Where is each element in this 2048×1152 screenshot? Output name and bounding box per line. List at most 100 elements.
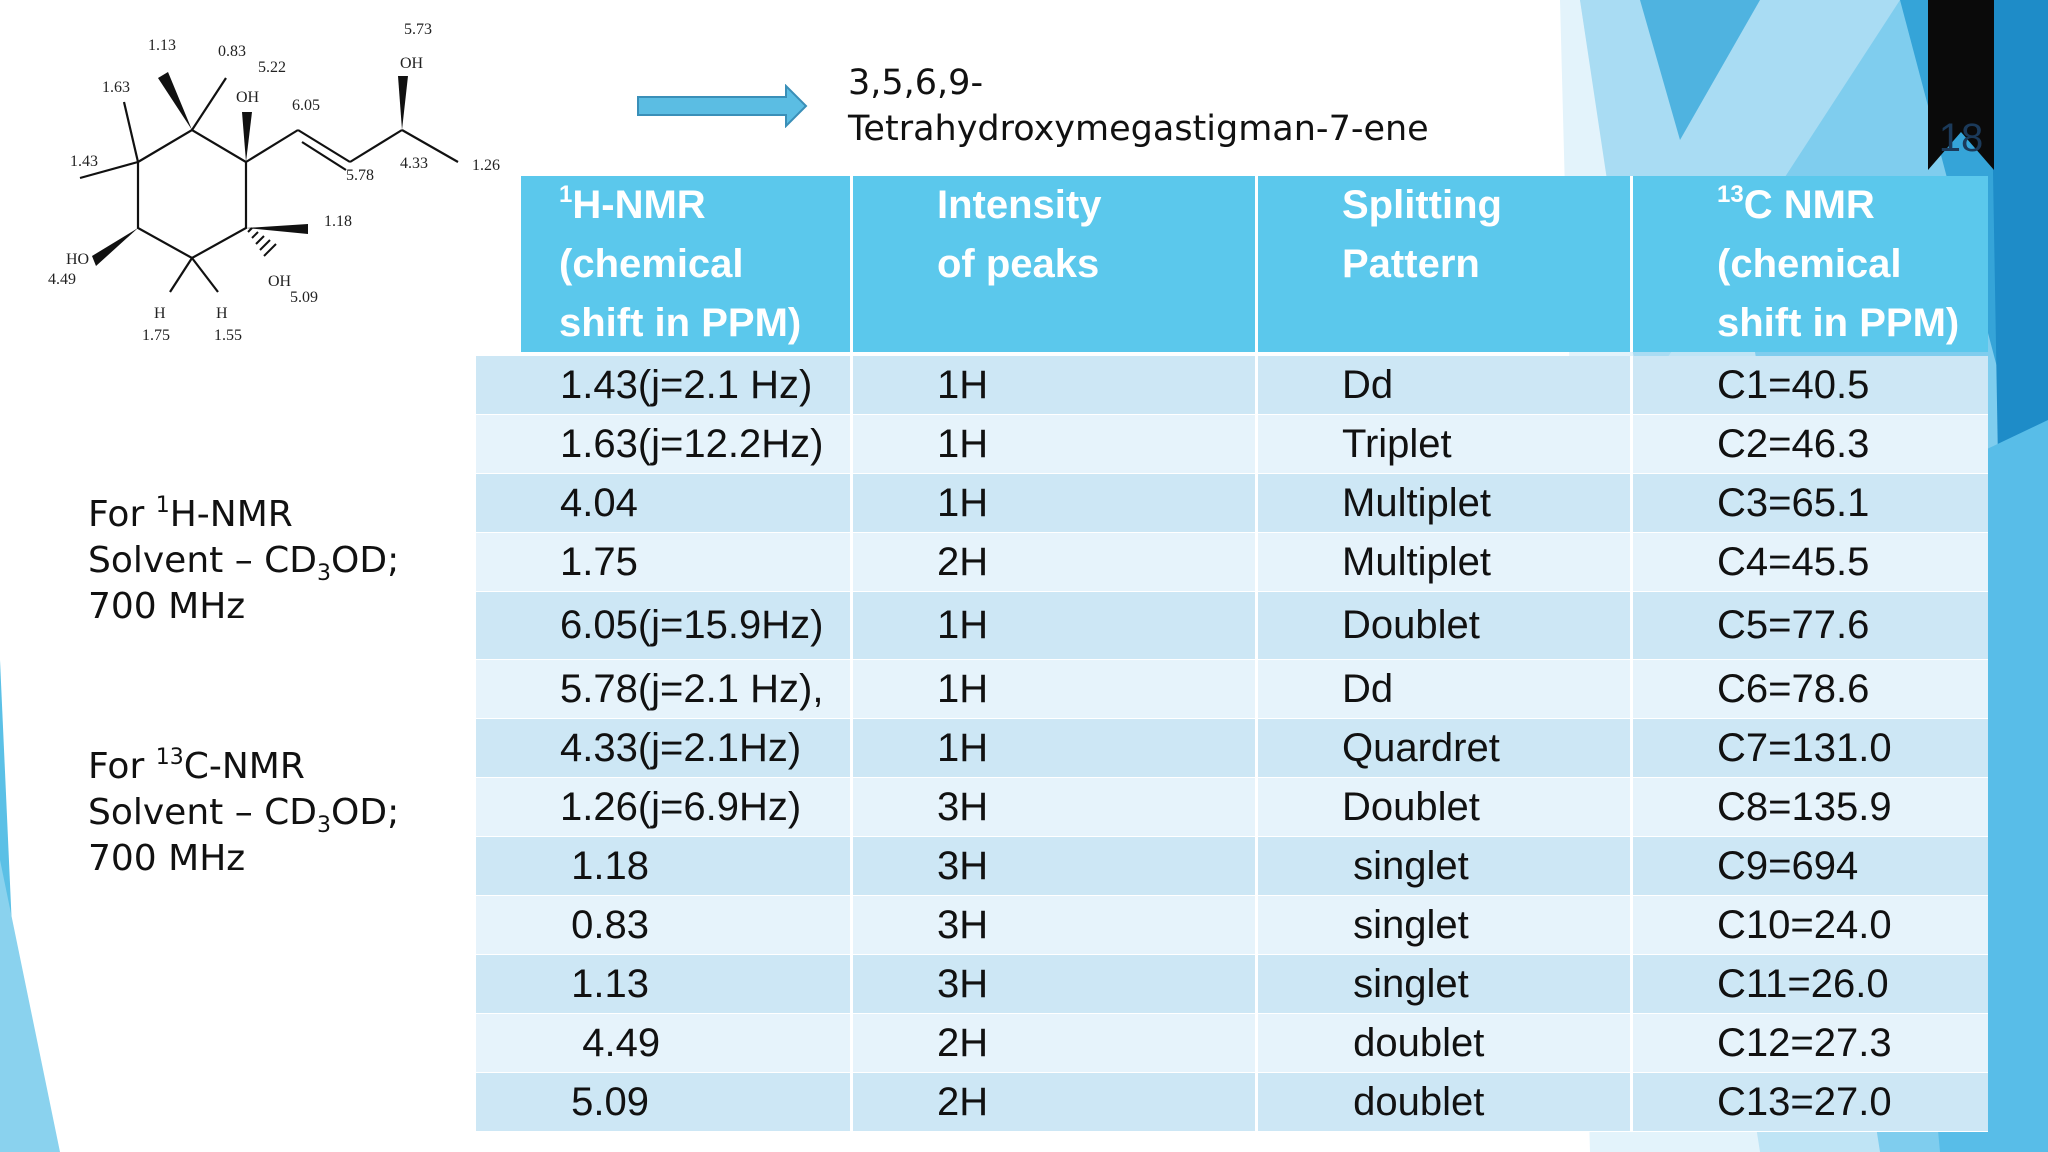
solvent-1h-solvent: Solvent – CD3OD; (88, 540, 400, 586)
cell-13c-shift: C5=77.6 (1717, 603, 1870, 647)
structure-label-oh-mid: OH (236, 89, 260, 106)
cell-intensity: 3H (853, 778, 1258, 836)
slide-number: 18 (1938, 116, 1984, 160)
table-row: 4.49 2H doublet C12=27.3 (476, 1014, 1988, 1073)
table-row: 1.63(j=12.2Hz) 1H Triplet C2=46.3 (476, 415, 1988, 474)
solvent-1h-title: For 1H-NMR (88, 493, 293, 535)
solvent-info-1h: For 1H-NMR Solvent – CD3OD; 700 MHz (88, 492, 399, 630)
cell-13c-shift: C10=24.0 (1717, 902, 1892, 947)
cell-splitting: Dd (1258, 660, 1633, 718)
cell-1h-shift: 1.26(j=6.9Hz) (476, 778, 853, 836)
cell-intensity: 2H (853, 533, 1258, 591)
cell-splitting: Dd (1258, 356, 1633, 414)
cell-1h-shift: 6.05(j=15.9Hz) (476, 592, 853, 659)
structure-label-h-left: H (154, 305, 166, 322)
table-row: 4.33(j=2.1Hz) 1H Quardret C7=131.0 (476, 719, 1988, 778)
header-intensity: Intensity of peaks (853, 176, 1258, 352)
cell-intensity: 1H (853, 660, 1258, 718)
cell-intensity: 1H (853, 592, 1258, 659)
header-splitting: Splitting Pattern (1258, 176, 1633, 352)
structure-label-oh-top: OH (400, 55, 424, 72)
table-row: 1.26(j=6.9Hz) 3H Doublet C8=135.9 (476, 778, 1988, 837)
cell-splitting: Quardret (1258, 719, 1633, 777)
cell-intensity: 2H (853, 1014, 1258, 1072)
cell-13c-shift: C8=135.9 (1717, 784, 1892, 829)
cell-13c-shift: C3=65.1 (1717, 480, 1870, 525)
cell-13c-shift: C4=45.5 (1717, 539, 1870, 584)
cell-13c-shift: C12=27.3 (1717, 1020, 1892, 1065)
cell-splitting: singlet (1258, 837, 1633, 895)
cell-1h-shift: 1.18 (476, 837, 853, 895)
solvent-13c-frequency: 700 MHz (88, 838, 246, 879)
structure-label-578: 5.78 (346, 167, 374, 184)
cell-13c-shift: C1=40.5 (1717, 362, 1870, 407)
compound-name-line-1: 3,5,6,9- (848, 63, 984, 103)
cell-1h-shift: 0.83 (476, 896, 853, 954)
compound-name: 3,5,6,9- Tetrahydroxymegastigman-7-ene (848, 60, 1429, 152)
structure-label-163: 1.63 (102, 79, 130, 96)
cell-splitting: doublet (1258, 1014, 1633, 1072)
structure-label-143: 1.43 (70, 153, 98, 170)
structure-label-449: 4.49 (48, 271, 76, 288)
cell-13c-shift: C7=131.0 (1717, 725, 1892, 770)
table-body: 1.43(j=2.1 Hz) 1H Dd C1=40.5 1.63(j=12.2Hz) 1… (476, 356, 1988, 1132)
cell-1h-shift: 4.04 (476, 474, 853, 532)
chemical-structure: 5.73 OH 1.13 0.83 5.22 OH 1.63 6.05 4.33… (48, 21, 500, 344)
cell-intensity: 2H (853, 1073, 1258, 1131)
table-header-row: 1H-NMR (chemical shift in PPM) Intensity… (521, 176, 1988, 352)
table-row: 5.09 2H doublet C13=27.0 (476, 1073, 1988, 1132)
cell-intensity: 1H (853, 474, 1258, 532)
cell-1h-shift: 1.63(j=12.2Hz) (476, 415, 853, 473)
cell-1h-shift: 5.78(j=2.1 Hz), (476, 660, 853, 718)
structure-label-oh-low: OH (268, 273, 292, 290)
solvent-13c-title: For 13C-NMR (88, 745, 305, 787)
structure-label-113: 1.13 (148, 37, 176, 54)
compound-name-line-2: Tetrahydroxymegastigman-7-ene (848, 109, 1429, 149)
cell-intensity: 1H (853, 415, 1258, 473)
cell-1h-shift: 4.33(j=2.1Hz) (476, 719, 853, 777)
table-row: 4.04 1H Multiplet C3=65.1 (476, 474, 1988, 533)
structure-label-433: 4.33 (400, 155, 428, 172)
table-row: 1.18 3H singlet C9=694 (476, 837, 1988, 896)
structure-label-126: 1.26 (472, 157, 500, 174)
cell-13c-shift: C9=694 (1717, 843, 1859, 888)
cell-splitting: Multiplet (1258, 533, 1633, 591)
table-row: 6.05(j=15.9Hz) 1H Doublet C5=77.6 (476, 592, 1988, 660)
cell-splitting: Doublet (1258, 778, 1633, 836)
table-row: 1.75 2H Multiplet C4=45.5 (476, 533, 1988, 592)
structure-label-118: 1.18 (324, 213, 352, 230)
solvent-info-13c: For 13C-NMR Solvent – CD3OD; 700 MHz (88, 744, 399, 882)
cell-splitting: Doublet (1258, 592, 1633, 659)
structure-label-509: 5.09 (290, 289, 318, 306)
cell-splitting: Triplet (1258, 415, 1633, 473)
cell-1h-shift: 1.13 (476, 955, 853, 1013)
table-row: 0.83 3H singlet C10=24.0 (476, 896, 1988, 955)
structure-label-h-right: H (216, 305, 228, 322)
cell-splitting: doublet (1258, 1073, 1633, 1131)
structure-label-605: 6.05 (292, 97, 320, 114)
structure-label-083: 0.83 (218, 43, 246, 60)
cell-13c-shift: C6=78.6 (1717, 666, 1870, 711)
cell-13c-shift: C13=27.0 (1717, 1079, 1892, 1124)
structure-label-175: 1.75 (142, 327, 170, 344)
cell-intensity: 1H (853, 356, 1258, 414)
structure-label-155: 1.55 (214, 327, 242, 344)
header-13c-nmr: 13C NMR (chemical shift in PPM) (1633, 176, 1988, 352)
table-row: 1.13 3H singlet C11=26.0 (476, 955, 1988, 1014)
table-row: 1.43(j=2.1 Hz) 1H Dd C1=40.5 (476, 356, 1988, 415)
structure-label-573: 5.73 (404, 21, 432, 38)
cell-1h-shift: 1.75 (476, 533, 853, 591)
cell-intensity: 3H (853, 955, 1258, 1013)
solvent-1h-frequency: 700 MHz (88, 586, 246, 627)
cell-1h-shift: 4.49 (476, 1014, 853, 1072)
cell-1h-shift: 5.09 (476, 1073, 853, 1131)
cell-intensity: 3H (853, 896, 1258, 954)
header-1h-nmr: 1H-NMR (chemical shift in PPM) (521, 176, 853, 352)
structure-label-522: 5.22 (258, 59, 286, 76)
table-row: 5.78(j=2.1 Hz), 1H Dd C6=78.6 (476, 660, 1988, 719)
cell-intensity: 1H (853, 719, 1258, 777)
structure-label-ho: HO (66, 251, 89, 268)
cell-13c-shift: C11=26.0 (1717, 961, 1889, 1006)
bookmark-icon (1928, 0, 1994, 170)
